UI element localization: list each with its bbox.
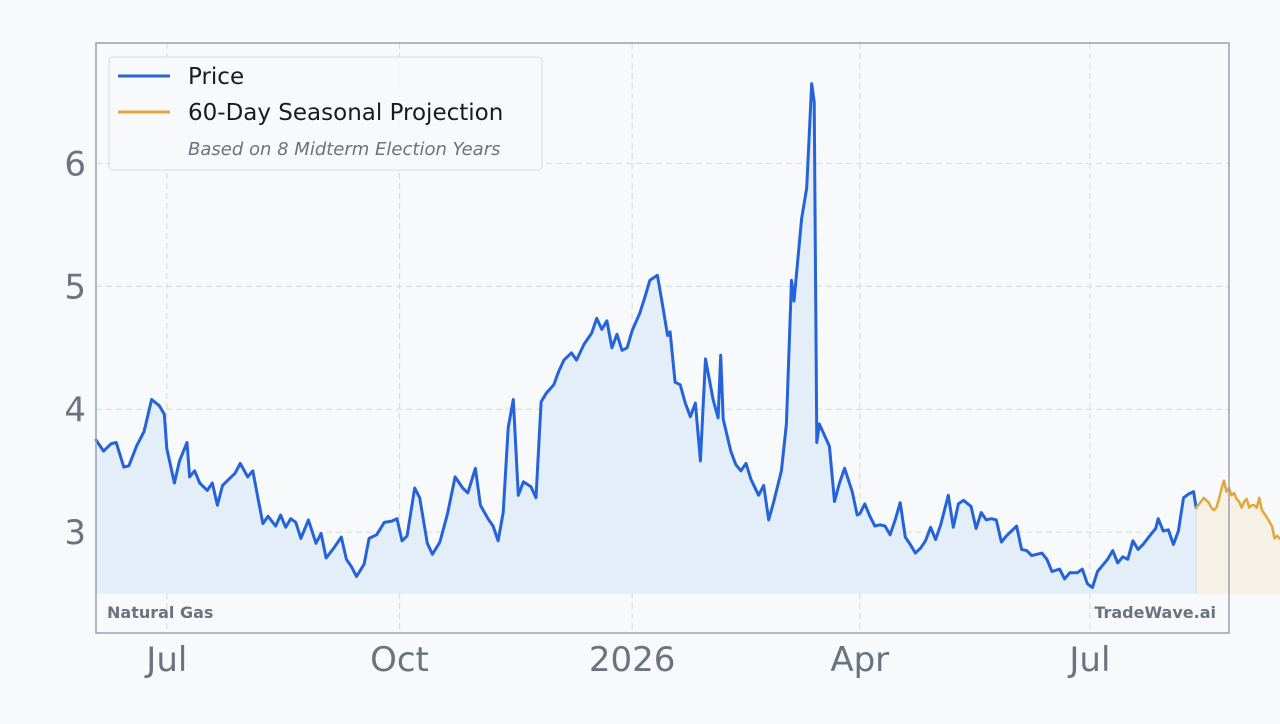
y-tick-label: 5 [64,267,86,307]
watermark-label: TradeWave.ai [1094,603,1216,622]
projection-line [1194,479,1280,541]
x-tick-label: 2026 [589,640,676,680]
plot-frame [95,42,1230,634]
price-line [94,82,1198,589]
projection-area [1196,480,1280,594]
y-tick-label: 3 [64,513,86,553]
legend-projection-label: 60-Day Seasonal Projection [188,100,503,126]
y-tick-label: 6 [64,144,86,184]
legend-box [108,56,543,171]
x-tick-label: Jul [144,640,187,680]
series-lines [94,82,1280,589]
x-tick-label: Oct [370,640,429,680]
x-tick-label: Apr [830,640,889,680]
commodity-label: Natural Gas [107,603,213,622]
price-area [96,83,1197,594]
legend-price-label: Price [188,64,244,90]
legend: Price 60-Day Seasonal Projection Based o… [108,56,543,171]
legend-note: Based on 8 Midterm Election Years [188,139,501,160]
x-axis-ticks: Jul Oct 2026 Apr Jul [144,640,1110,680]
y-tick-label: 4 [64,390,86,430]
area-fills [96,83,1280,594]
x-tick-label: Jul [1067,640,1110,680]
y-axis-ticks: 3 4 5 6 [64,144,86,553]
